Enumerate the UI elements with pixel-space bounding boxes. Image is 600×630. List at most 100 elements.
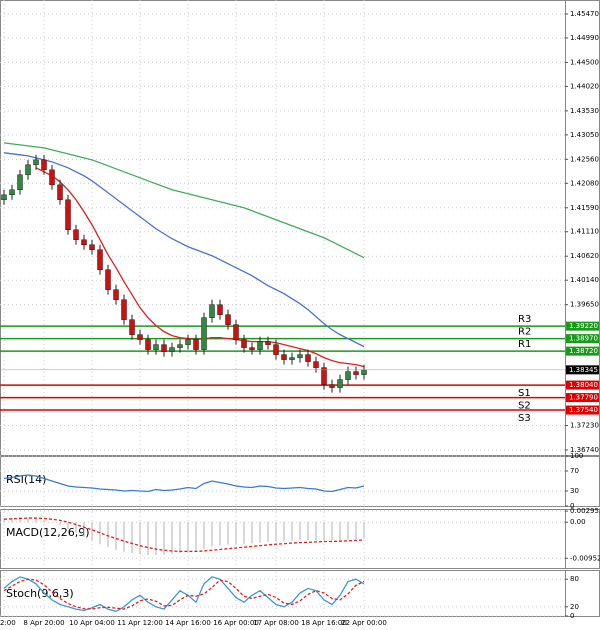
histogram-bar: [275, 522, 277, 542]
histogram-bar: [35, 518, 37, 523]
histogram-bar: [179, 522, 181, 553]
candle-body: [353, 371, 359, 375]
candle-body: [273, 344, 279, 355]
candle-body: [313, 361, 319, 368]
candle-body: [1, 194, 7, 201]
level-name: S3: [518, 413, 531, 424]
level-name: R2: [518, 327, 531, 338]
x-tick-label: 22 Apr 00:00: [341, 619, 387, 627]
candle-body: [265, 341, 271, 345]
level-label: 1.37540: [569, 406, 598, 414]
x-tick-label: 16 Apr 00:00: [213, 619, 259, 627]
candle-body: [345, 371, 351, 380]
level-name: R1: [518, 339, 531, 350]
y-tick-label: 1.40140: [570, 276, 599, 284]
indicator-line: [3, 576, 365, 613]
candle-body: [249, 347, 255, 350]
indicator-line: [3, 142, 365, 259]
candle-body: [281, 354, 287, 360]
candle-body: [49, 169, 55, 186]
histogram-bar: [83, 522, 85, 537]
x-tick-label: 10 Apr 04:00: [69, 619, 115, 627]
axis-area: [565, 0, 600, 456]
candle-body: [297, 354, 303, 358]
histogram-bar: [3, 518, 5, 523]
histogram-bar: [171, 522, 173, 555]
panel-title: Stoch(9,6,3): [6, 587, 74, 600]
candle-body: [241, 339, 247, 348]
histogram-bar: [99, 522, 101, 545]
histogram-bar: [339, 522, 341, 541]
axis-area: [565, 509, 600, 569]
level-box: [566, 334, 599, 344]
candle-body: [97, 249, 103, 270]
candle-body: [121, 299, 127, 320]
histogram-bar: [331, 522, 333, 541]
level-label: 1.38040: [569, 381, 598, 389]
histogram-bar: [19, 516, 21, 523]
level-box: [566, 393, 599, 403]
y-tick-label: 1.36740: [570, 446, 599, 454]
y-tick-label: 1.44020: [570, 82, 599, 90]
histogram-bar: [235, 522, 237, 545]
y-tick-label: -0.009528: [570, 554, 600, 562]
histogram-bar: [299, 522, 301, 541]
candle-body: [33, 159, 39, 166]
candle-body: [81, 239, 87, 245]
y-tick-label: 1.42560: [570, 155, 599, 163]
candle-body: [305, 354, 311, 362]
histogram-bar: [11, 517, 13, 523]
candle-body: [257, 341, 263, 350]
candle-body: [321, 367, 327, 385]
histogram-bar: [91, 522, 93, 541]
histogram-bar: [307, 522, 309, 541]
histogram-bar: [131, 522, 133, 554]
y-tick-label: 70: [570, 467, 579, 475]
last-price-label: 1.38345: [569, 366, 598, 374]
level-label: 1.38720: [569, 347, 598, 355]
histogram-bar: [227, 522, 229, 545]
histogram-bar: [315, 522, 317, 541]
histogram-bar: [75, 522, 77, 533]
y-tick-label: 1.39650: [570, 301, 599, 309]
histogram-bar: [123, 522, 125, 552]
histogram-bar: [187, 522, 189, 552]
y-tick-label: 1.41590: [570, 204, 599, 212]
histogram-bar: [259, 522, 261, 543]
level-name: R3: [518, 314, 531, 325]
level-name: S1: [518, 388, 531, 399]
indicator-line: [3, 578, 365, 610]
candle-body: [89, 244, 95, 250]
y-tick-label: 80: [570, 575, 579, 583]
histogram-bar: [139, 522, 141, 555]
candle-body: [193, 339, 199, 350]
candle-body: [233, 324, 239, 340]
y-tick-label: 0: [570, 612, 574, 620]
candle-body: [201, 317, 207, 350]
histogram-bar: [27, 517, 29, 523]
x-tick-label: 14 Apr 16:00: [165, 619, 211, 627]
candle-body: [169, 347, 175, 352]
y-tick-label: 1.40620: [570, 252, 599, 260]
candle-body: [161, 344, 167, 352]
histogram-bar: [67, 522, 69, 530]
histogram-bar: [211, 522, 213, 547]
panel-title: MACD(12,26,9): [6, 526, 90, 539]
candle-body: [25, 164, 31, 176]
histogram-bar: [203, 522, 205, 549]
level-name: S2: [518, 401, 531, 412]
candle-body: [129, 319, 135, 335]
histogram-bar: [155, 522, 157, 556]
candle-body: [9, 189, 15, 196]
y-tick-label: 1.42080: [570, 179, 599, 187]
y-tick-label: 0.002952: [570, 507, 600, 515]
histogram-bar: [219, 522, 221, 546]
candle-body: [289, 357, 295, 360]
candle-body: [137, 334, 143, 340]
histogram-bar: [323, 522, 325, 541]
candle-body: [145, 339, 151, 350]
candle-body: [65, 199, 71, 230]
candle-body: [209, 304, 215, 318]
x-tick-label: 2:00: [0, 619, 16, 627]
